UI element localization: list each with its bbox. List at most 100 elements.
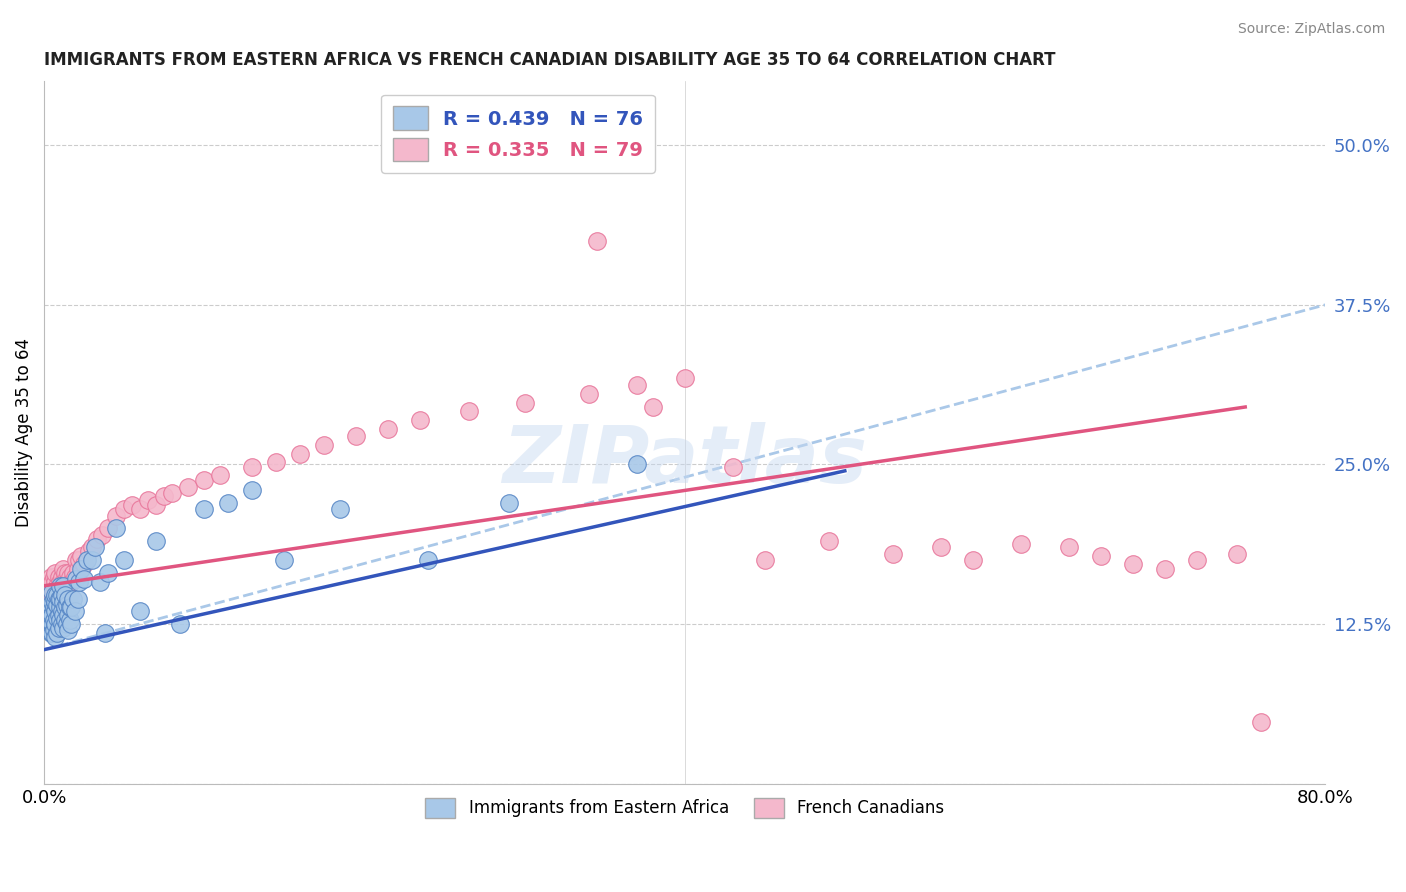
Point: [63, 604, 86, 618]
Point: [39, 626, 62, 640]
Point: [97, 521, 120, 535]
Point: [49, 613, 72, 627]
Point: [721, 460, 744, 475]
Point: [314, 438, 336, 452]
Point: [55, 617, 77, 632]
Point: [73, 573, 96, 587]
Point: [59, 588, 82, 602]
Point: [56, 591, 79, 606]
Point: [641, 400, 664, 414]
Point: [41, 595, 63, 609]
Point: [53, 588, 76, 602]
Point: [94, 626, 117, 640]
Point: [1185, 553, 1208, 567]
Point: [39, 579, 62, 593]
Point: [41, 585, 63, 599]
Point: [578, 387, 600, 401]
Point: [55, 598, 77, 612]
Point: [1226, 547, 1249, 561]
Point: [882, 547, 904, 561]
Point: [48, 588, 70, 602]
Point: [1122, 557, 1144, 571]
Point: [329, 502, 352, 516]
Point: [153, 489, 176, 503]
Point: [37, 613, 59, 627]
Point: [55, 570, 77, 584]
Point: [63, 570, 86, 584]
Point: [45, 598, 67, 612]
Text: IMMIGRANTS FROM EASTERN AFRICA VS FRENCH CANADIAN DISABILITY AGE 35 TO 64 CORREL: IMMIGRANTS FROM EASTERN AFRICA VS FRENCH…: [44, 51, 1056, 69]
Point: [86, 532, 108, 546]
Point: [60, 574, 83, 589]
Point: [82, 541, 104, 555]
Point: [59, 600, 82, 615]
Point: [56, 624, 79, 638]
Point: [56, 566, 79, 580]
Point: [44, 588, 66, 602]
Point: [51, 604, 73, 618]
Point: [112, 502, 135, 516]
Point: [55, 588, 77, 602]
Point: [42, 585, 65, 599]
Point: [51, 570, 73, 584]
Point: [89, 574, 111, 589]
Point: [193, 473, 215, 487]
Legend: Immigrants from Eastern Africa, French Canadians: Immigrants from Eastern Africa, French C…: [419, 791, 950, 824]
Point: [56, 608, 79, 623]
Point: [42, 613, 65, 627]
Point: [70, 562, 93, 576]
Point: [70, 549, 93, 564]
Point: [53, 613, 76, 627]
Point: [39, 611, 62, 625]
Point: [1090, 549, 1112, 564]
Point: [44, 588, 66, 602]
Point: [52, 588, 75, 602]
Point: [42, 570, 65, 584]
Point: [44, 630, 66, 644]
Point: [44, 604, 66, 618]
Point: [52, 574, 75, 589]
Point: [38, 588, 60, 602]
Point: [49, 600, 72, 615]
Point: [1010, 536, 1032, 550]
Point: [73, 557, 96, 571]
Point: [129, 502, 152, 516]
Point: [66, 591, 89, 606]
Point: [56, 582, 79, 597]
Point: [45, 611, 67, 625]
Point: [626, 458, 648, 472]
Point: [44, 617, 66, 632]
Point: [67, 574, 90, 589]
Point: [160, 485, 183, 500]
Point: [51, 582, 73, 597]
Point: [209, 467, 232, 482]
Point: [48, 608, 70, 623]
Point: [1057, 541, 1080, 555]
Point: [273, 553, 295, 567]
Point: [290, 447, 312, 461]
Y-axis label: Disability Age 35 to 64: Disability Age 35 to 64: [15, 338, 32, 527]
Point: [39, 598, 62, 612]
Point: [77, 544, 100, 558]
Point: [41, 626, 63, 640]
Point: [51, 617, 73, 632]
Point: [41, 591, 63, 606]
Point: [418, 553, 440, 567]
Point: [52, 621, 75, 635]
Point: [90, 527, 112, 541]
Text: ZIPatlas: ZIPatlas: [502, 422, 868, 500]
Point: [62, 591, 84, 606]
Point: [48, 621, 70, 635]
Point: [513, 396, 536, 410]
Point: [1250, 715, 1272, 730]
Point: [457, 404, 479, 418]
Point: [112, 553, 135, 567]
Point: [240, 460, 263, 475]
Point: [76, 553, 98, 567]
Point: [97, 566, 120, 580]
Point: [41, 617, 63, 632]
Point: [217, 496, 239, 510]
Point: [44, 574, 66, 589]
Point: [44, 566, 66, 580]
Point: [84, 541, 107, 555]
